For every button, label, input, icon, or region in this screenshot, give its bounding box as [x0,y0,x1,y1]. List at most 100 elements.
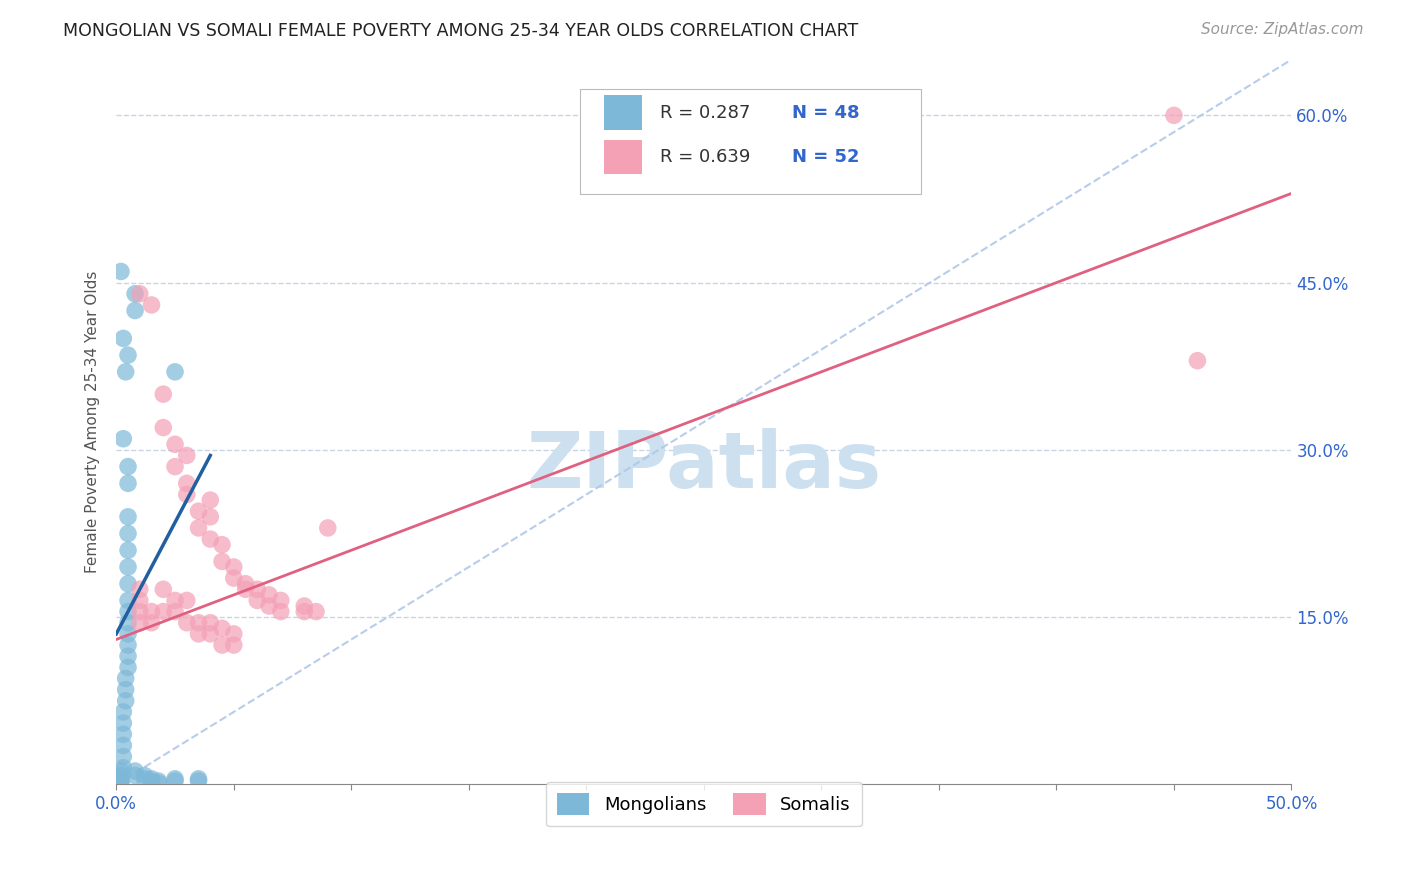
Point [128,582,150,597]
Point [117,560,139,574]
Point [141,298,163,312]
Point [117,627,139,641]
Point [141,774,163,789]
Point [117,476,139,491]
Point [163,605,186,619]
Point [114,694,136,708]
Point [316,521,339,535]
Point [222,627,245,641]
Point [152,582,174,597]
Point [124,286,146,301]
Point [176,487,198,501]
Point [114,682,136,697]
Point [110,774,132,789]
Point [134,768,156,782]
Point [222,638,245,652]
Point [163,774,186,789]
Point [110,764,132,778]
Point [110,776,132,790]
Point [114,365,136,379]
Point [152,387,174,401]
Point [246,582,269,597]
Y-axis label: Female Poverty Among 25-34 Year Olds: Female Poverty Among 25-34 Year Olds [86,271,100,574]
Point [112,716,135,731]
Point [187,615,209,630]
Text: MONGOLIAN VS SOMALI FEMALE POVERTY AMONG 25-34 YEAR OLDS CORRELATION CHART: MONGOLIAN VS SOMALI FEMALE POVERTY AMONG… [63,22,859,40]
Point [163,365,186,379]
Point [176,476,198,491]
Text: R = 0.287: R = 0.287 [661,103,751,122]
Point [117,605,139,619]
Point [117,615,139,630]
Point [1163,108,1185,122]
Point [176,449,198,463]
Point [176,593,198,607]
Point [110,772,132,786]
Point [148,774,170,789]
Point [114,672,136,686]
Point [134,772,156,786]
Point [128,286,150,301]
Point [292,605,315,619]
Point [112,331,135,345]
Point [117,526,139,541]
Point [152,605,174,619]
Point [112,727,135,741]
Point [112,739,135,753]
Point [176,615,198,630]
Point [270,593,292,607]
Point [141,772,163,786]
Legend: Mongolians, Somalis: Mongolians, Somalis [546,782,862,826]
Point [110,264,132,278]
Point [141,605,163,619]
Point [117,660,139,674]
Point [200,493,222,508]
Point [124,764,146,778]
Point [187,627,209,641]
Point [163,772,186,786]
Point [187,774,209,789]
Point [1187,353,1209,368]
Point [200,532,222,546]
Point [112,432,135,446]
Point [163,593,186,607]
Point [305,605,328,619]
Point [222,571,245,585]
Point [141,615,163,630]
Point [110,768,132,782]
Point [211,538,233,552]
Text: Source: ZipAtlas.com: Source: ZipAtlas.com [1201,22,1364,37]
Point [211,638,233,652]
Point [222,560,245,574]
Point [117,649,139,664]
Point [187,504,209,518]
Point [187,521,209,535]
Point [112,749,135,764]
FancyBboxPatch shape [581,88,921,194]
Point [200,509,222,524]
FancyBboxPatch shape [605,139,641,174]
Point [200,615,222,630]
Text: N = 52: N = 52 [792,148,859,166]
Point [270,605,292,619]
Point [117,543,139,558]
Point [211,621,233,635]
Point [117,348,139,362]
Point [117,509,139,524]
Text: ZIPatlas: ZIPatlas [526,427,882,503]
Point [200,627,222,641]
FancyBboxPatch shape [605,95,641,130]
Point [235,576,257,591]
Point [117,593,139,607]
Point [292,599,315,613]
Point [124,303,146,318]
Point [112,761,135,775]
Point [257,599,280,613]
Point [257,588,280,602]
Point [148,776,170,790]
Point [128,615,150,630]
Point [163,437,186,451]
Point [124,768,146,782]
Point [152,420,174,434]
Point [117,638,139,652]
